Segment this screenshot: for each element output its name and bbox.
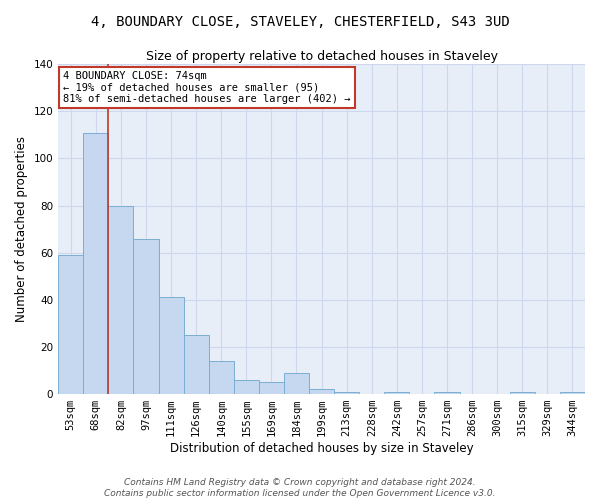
Bar [259,382,284,394]
Bar [234,380,259,394]
Bar [434,392,460,394]
X-axis label: Distribution of detached houses by size in Staveley: Distribution of detached houses by size … [170,442,473,455]
Bar [309,390,334,394]
Text: 4 BOUNDARY CLOSE: 74sqm
← 19% of detached houses are smaller (95)
81% of semi-de: 4 BOUNDARY CLOSE: 74sqm ← 19% of detache… [64,71,351,104]
Bar [83,132,109,394]
Bar [209,361,234,394]
Text: 4, BOUNDARY CLOSE, STAVELEY, CHESTERFIELD, S43 3UD: 4, BOUNDARY CLOSE, STAVELEY, CHESTERFIEL… [91,15,509,29]
Bar [560,392,585,394]
Bar [385,392,409,394]
Text: Contains HM Land Registry data © Crown copyright and database right 2024.
Contai: Contains HM Land Registry data © Crown c… [104,478,496,498]
Bar [109,206,133,394]
Bar [133,238,158,394]
Title: Size of property relative to detached houses in Staveley: Size of property relative to detached ho… [146,50,497,63]
Bar [58,255,83,394]
Bar [158,298,184,394]
Bar [334,392,359,394]
Bar [184,335,209,394]
Y-axis label: Number of detached properties: Number of detached properties [15,136,28,322]
Bar [510,392,535,394]
Bar [284,373,309,394]
